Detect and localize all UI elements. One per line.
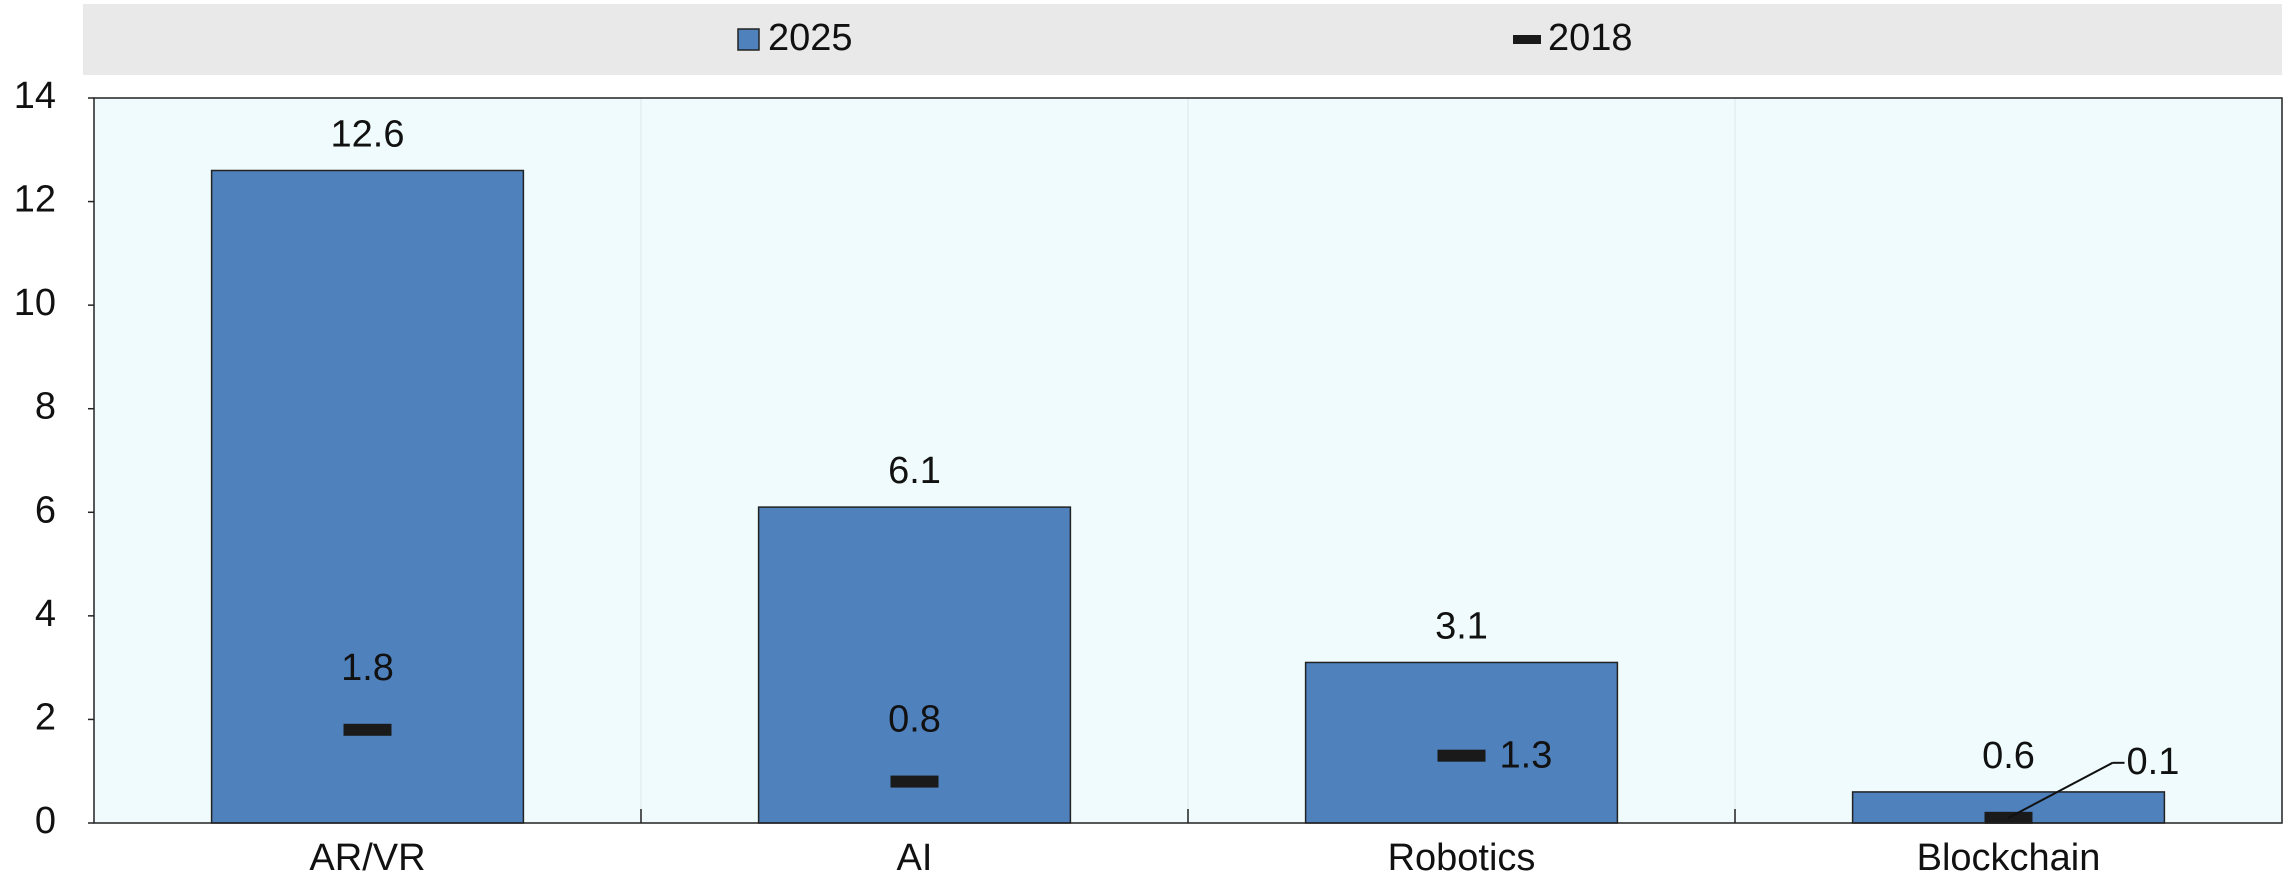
legend-label: 2018	[1548, 17, 1633, 59]
y-tick-label: 14	[14, 75, 56, 117]
bar	[1304, 661, 1619, 824]
legend-swatch	[1513, 35, 1541, 44]
legend-swatch	[737, 28, 760, 51]
marker-value-label: 1.3	[1500, 735, 1553, 777]
y-tick-label: 2	[35, 696, 56, 738]
bar	[210, 169, 525, 824]
marker-2018	[890, 775, 939, 788]
legend-label: 2025	[768, 17, 853, 59]
marker-2018	[1437, 749, 1486, 762]
y-tick-label: 6	[35, 489, 56, 531]
bar-value-label: 6.1	[888, 450, 941, 492]
marker-2018	[343, 723, 392, 736]
x-tick-label: AR/VR	[309, 837, 425, 879]
x-tick-label: AI	[897, 837, 933, 879]
bar-value-label: 0.6	[1982, 735, 2035, 777]
y-tick-label: 8	[35, 386, 56, 428]
y-tick-label: 12	[14, 179, 56, 221]
marker-value-label: 0.1	[2127, 741, 2180, 783]
bar-value-label: 12.6	[331, 114, 405, 156]
bar-value-label: 3.1	[1435, 605, 1488, 647]
leader-line	[2008, 761, 2113, 819]
y-tick-label: 4	[35, 593, 56, 635]
marker-value-label: 0.8	[888, 699, 941, 741]
plot-frame	[93, 97, 2283, 824]
y-tick-label: 0	[35, 800, 56, 842]
marker-value-label: 1.8	[341, 647, 394, 689]
y-tick-label: 10	[14, 282, 56, 324]
x-tick-label: Blockchain	[1917, 837, 2101, 879]
x-tick-label: Robotics	[1388, 837, 1536, 879]
bar	[757, 506, 1072, 824]
legend-band	[83, 4, 2282, 75]
